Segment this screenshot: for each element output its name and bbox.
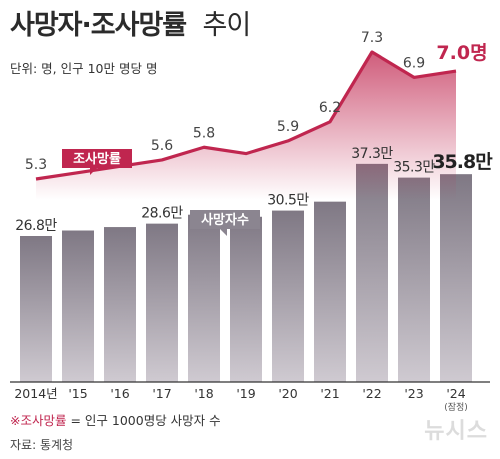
x-tick-label: '23 bbox=[404, 386, 423, 401]
deaths-tag: 사망자수 bbox=[190, 210, 260, 236]
deaths-bar-label: 30.5만 bbox=[267, 193, 309, 209]
rate-line bbox=[35, 50, 457, 181]
footnote-text: = 인구 1000명당 사망자 수 bbox=[67, 413, 221, 428]
rate-point-label: 5.8 bbox=[193, 125, 215, 141]
x-tick-label: 2014년 bbox=[14, 386, 57, 401]
deaths-bar bbox=[146, 223, 178, 382]
source-label: 자료: 통계청 bbox=[10, 438, 73, 452]
watermark: 뉴시스 bbox=[424, 419, 488, 444]
deaths-bar bbox=[230, 216, 262, 382]
chart-title: 사망자·조사망률 bbox=[10, 10, 186, 41]
deaths-bar-label: 28.6만 bbox=[141, 206, 183, 222]
rate-point-label: 5.9 bbox=[277, 119, 299, 135]
rate-tag-box bbox=[62, 149, 132, 168]
deaths-tag-pointer bbox=[220, 229, 227, 236]
x-tick-label: '18 bbox=[194, 386, 213, 401]
deaths-tag-box bbox=[190, 210, 260, 229]
x-tick-note: (잠정) bbox=[444, 402, 468, 413]
x-tick-label: '21 bbox=[320, 386, 339, 401]
rate-point-label: 7.3 bbox=[361, 30, 383, 46]
x-tick-label: '24 bbox=[446, 386, 465, 401]
deaths-bar bbox=[314, 201, 346, 382]
rate-line-layer bbox=[35, 50, 457, 181]
x-tick-label: '15 bbox=[68, 386, 87, 401]
rate-point-label: 5.6 bbox=[151, 138, 173, 154]
x-tick-label: '17 bbox=[152, 386, 171, 401]
deaths-bar-label: 37.3만 bbox=[351, 146, 393, 162]
x-ticks-layer: 2014년 '15 '16 '17 '18 '19 '20 '21 '22 '23 '24(잠정) bbox=[14, 386, 467, 413]
rate-point-label: 5.3 bbox=[25, 157, 47, 173]
rate-tag-label: 조사망률 bbox=[73, 151, 121, 167]
rate-point-label: 6.2 bbox=[319, 100, 341, 116]
deaths-bar bbox=[188, 214, 220, 382]
deaths-tag-label: 사망자수 bbox=[201, 212, 249, 228]
deaths-bar-label: 35.8만 bbox=[432, 151, 493, 173]
rate-point-label: 6.9 bbox=[403, 55, 425, 71]
x-tick-label: '16 bbox=[110, 386, 129, 401]
deaths-bar bbox=[20, 236, 52, 382]
deaths-bar bbox=[62, 230, 94, 382]
rate-tag: 조사망률 bbox=[62, 149, 132, 175]
x-tick-label: '22 bbox=[362, 386, 381, 401]
deaths-bar-label: 26.8만 bbox=[15, 218, 57, 234]
deaths-bar bbox=[272, 210, 304, 382]
rate-tag-pointer bbox=[90, 168, 97, 175]
deaths-bar bbox=[356, 163, 388, 382]
footnote: ※조사망률 = 인구 1000명당 사망자 수 bbox=[10, 413, 221, 428]
rate-point-label: 7.0명 bbox=[436, 42, 487, 64]
footnote-term: 조사망률 bbox=[20, 413, 66, 428]
x-tick-label: '20 bbox=[278, 386, 297, 401]
bars-layer bbox=[20, 163, 472, 382]
x-tick-label: '19 bbox=[236, 386, 255, 401]
unit-label: 단위: 명, 인구 10만 명당 명 bbox=[10, 61, 157, 76]
chart-title-sub: 추이 bbox=[203, 10, 251, 41]
svg-text:사망자·조사망률 추이: 사망자·조사망률 추이 bbox=[10, 10, 250, 41]
deaths-bar bbox=[398, 177, 430, 382]
footnote-symbol: ※ bbox=[10, 413, 20, 428]
deaths-bar bbox=[440, 174, 472, 382]
deaths-bar-label: 35.3만 bbox=[393, 160, 435, 176]
deaths-bar bbox=[104, 227, 136, 382]
